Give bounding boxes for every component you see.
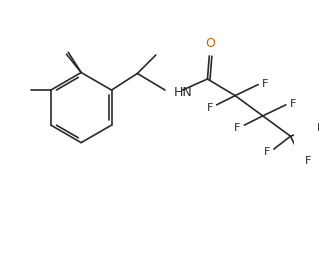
- Text: F: F: [317, 122, 319, 132]
- Text: HN: HN: [174, 86, 193, 99]
- Text: F: F: [305, 155, 312, 166]
- Text: F: F: [290, 99, 296, 108]
- Text: F: F: [264, 146, 270, 156]
- Text: F: F: [262, 78, 268, 88]
- Text: O: O: [205, 36, 215, 49]
- Text: F: F: [207, 102, 213, 112]
- Text: F: F: [234, 122, 241, 132]
